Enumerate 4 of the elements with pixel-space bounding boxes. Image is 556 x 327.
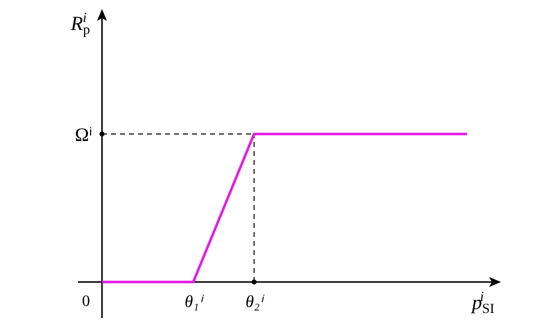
x-tick-label: θ₂ⁱ [245, 292, 266, 311]
x-tick-label: θ₁ⁱ [184, 292, 205, 311]
ref-line-label: Ωⁱ [74, 125, 92, 146]
text: 0 [82, 293, 90, 310]
